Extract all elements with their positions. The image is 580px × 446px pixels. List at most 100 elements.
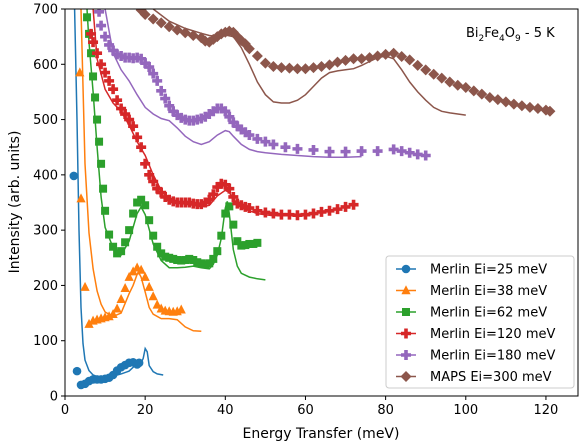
- data-point: [236, 124, 247, 135]
- series-1: [69, 9, 164, 390]
- legend-items: Merlin Ei=25 meV Merlin Ei=38 meV Merlin E…: [396, 263, 555, 385]
- data-point: [189, 255, 198, 264]
- data-point: [217, 231, 226, 240]
- legend-item: Merlin Ei=180 meV: [396, 349, 555, 364]
- data-point: [104, 39, 115, 50]
- data-point: [172, 110, 183, 121]
- data-point: [283, 62, 295, 74]
- fit-line: [73, 9, 164, 379]
- data-point: [144, 62, 155, 73]
- data-point: [140, 58, 151, 69]
- data-point: [132, 132, 143, 143]
- data-point: [187, 30, 199, 42]
- data-point: [348, 53, 360, 65]
- data-point: [84, 318, 94, 328]
- x-tick-label: 40: [217, 403, 234, 418]
- data-point: [380, 48, 392, 60]
- data-point: [145, 216, 154, 225]
- data-point: [156, 187, 167, 198]
- data-point: [124, 271, 134, 281]
- data-point: [144, 169, 155, 180]
- data-point: [356, 53, 368, 65]
- data-point: [268, 208, 279, 219]
- data-point: [332, 56, 344, 68]
- legend: Merlin Ei=25 meV Merlin Ei=38 meV Merlin E…: [385, 255, 575, 389]
- x-axis-label: Energy Transfer (meV): [243, 426, 400, 442]
- data-point: [136, 142, 147, 153]
- data-point: [136, 53, 147, 64]
- data-point: [388, 47, 400, 59]
- data-point: [396, 146, 407, 157]
- data-point: [268, 139, 279, 150]
- annotation-mid1: Fe: [484, 26, 499, 41]
- data-point: [101, 206, 110, 215]
- data-point: [148, 291, 158, 301]
- data-point: [244, 203, 255, 214]
- data-point: [72, 366, 82, 376]
- x-tick-label: 120: [534, 403, 559, 418]
- ticks-layer: 0 20 40 60 80 100 120 0 100 200 300 400 500 600 700: [33, 3, 558, 419]
- data-point: [372, 50, 384, 62]
- data-point: [252, 133, 263, 144]
- data-point: [76, 193, 86, 203]
- data-point: [396, 51, 408, 63]
- data-point: [96, 59, 107, 70]
- data-point: [428, 68, 440, 80]
- legend-marker: [402, 308, 410, 316]
- legend-label: Merlin Ei=180 meV: [430, 349, 555, 364]
- y-tick-label: 600: [33, 58, 58, 73]
- annotation-prefix: Bi: [466, 26, 479, 41]
- data-point: [224, 183, 235, 194]
- data-point: [148, 68, 159, 79]
- data-point: [240, 127, 251, 138]
- annotation-sub2: 4: [499, 34, 505, 44]
- data-point: [292, 210, 303, 221]
- data-point: [468, 85, 480, 97]
- data-point: [244, 130, 255, 141]
- data-point: [112, 95, 123, 106]
- legend-label: MAPS Ei=300 meV: [430, 370, 552, 385]
- data-point: [155, 17, 167, 29]
- data-point: [169, 254, 178, 263]
- data-point: [249, 239, 258, 248]
- data-point: [136, 264, 146, 274]
- data-point: [193, 258, 202, 267]
- data-point: [204, 109, 215, 120]
- data-point: [108, 45, 119, 56]
- data-point: [121, 238, 130, 247]
- data-point: [89, 72, 98, 81]
- annotation-mid2: O: [505, 26, 515, 41]
- legend-label: Merlin Ei=25 meV: [430, 263, 547, 278]
- y-tick-label: 700: [33, 3, 58, 18]
- data-point: [197, 259, 206, 268]
- data-point: [276, 209, 287, 220]
- legend-marker: [400, 371, 412, 382]
- data-point: [160, 191, 171, 202]
- series-2: [75, 9, 202, 333]
- data-point: [229, 220, 238, 229]
- data-point: [163, 21, 175, 33]
- data-point: [185, 254, 194, 263]
- legend-box: [385, 255, 575, 389]
- y-tick-label: 100: [33, 334, 58, 349]
- legend-item: Merlin Ei=120 meV: [396, 327, 555, 342]
- data-point: [260, 207, 271, 218]
- data-point: [412, 149, 423, 160]
- data-point: [125, 226, 134, 235]
- y-tick-label: 400: [33, 168, 58, 183]
- data-point: [204, 194, 215, 205]
- data-point: [299, 63, 311, 75]
- data-point: [128, 121, 139, 132]
- data-point: [209, 254, 218, 263]
- y-axis-label: Intensity (arb. units): [7, 131, 23, 274]
- data-point: [109, 242, 118, 251]
- data-point: [124, 114, 135, 125]
- data-point: [104, 75, 115, 86]
- data-point: [275, 62, 287, 74]
- x-tick-label: 100: [453, 403, 478, 418]
- data-point: [484, 91, 496, 103]
- data-point: [307, 62, 319, 74]
- data-point: [241, 241, 250, 250]
- legend-item: MAPS Ei=300 meV: [396, 370, 552, 385]
